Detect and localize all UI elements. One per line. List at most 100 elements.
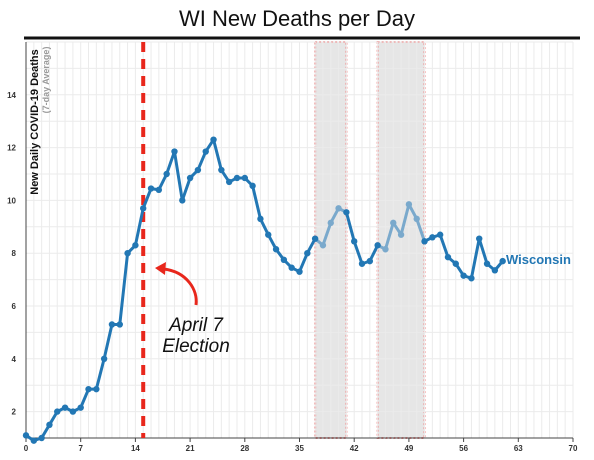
grid bbox=[25, 41, 574, 439]
data-point-55 bbox=[452, 260, 459, 267]
data-point-9 bbox=[93, 385, 100, 393]
data-point-56 bbox=[460, 272, 467, 279]
data-point-48 bbox=[397, 231, 405, 238]
data-point-58 bbox=[476, 235, 483, 242]
series-segment-29 bbox=[251, 184, 262, 221]
data-point-47 bbox=[390, 219, 397, 227]
series-segment-57 bbox=[469, 237, 481, 280]
series-segment-20 bbox=[180, 176, 192, 202]
x-tick-label-42: 42 bbox=[350, 444, 359, 453]
data-point-1 bbox=[30, 437, 38, 444]
x-tick-label-49: 49 bbox=[404, 444, 413, 453]
data-point-50 bbox=[413, 215, 420, 223]
axes: 0 7 14 21 28 35 42 49 56 63 70 2 4 6 8 10 12 14 bbox=[7, 42, 578, 453]
data-point-10 bbox=[100, 355, 108, 362]
annotation-arrow bbox=[163, 267, 198, 306]
data-point-7 bbox=[77, 404, 84, 411]
data-point-53 bbox=[436, 231, 444, 238]
x-tick-label-70: 70 bbox=[569, 444, 578, 453]
data-point-57 bbox=[468, 275, 475, 282]
data-point-13 bbox=[124, 250, 131, 257]
series-segment-42 bbox=[352, 239, 364, 266]
data-point-40 bbox=[335, 205, 342, 212]
series-segment-38 bbox=[321, 221, 333, 247]
data-point-5 bbox=[61, 404, 69, 411]
series-segment-15 bbox=[141, 187, 153, 210]
data-point-60 bbox=[491, 267, 499, 274]
data-point-27 bbox=[233, 174, 241, 182]
y-tick-label-6: 6 bbox=[12, 302, 17, 311]
data-point-34 bbox=[288, 264, 295, 271]
data-point-37 bbox=[311, 235, 319, 242]
y-axis-label: New Daily COVID-19 Deaths bbox=[29, 49, 41, 195]
y-tick-label-4: 4 bbox=[12, 355, 17, 364]
series-segment-7 bbox=[79, 387, 91, 410]
data-point-15 bbox=[140, 205, 147, 212]
data-point-2 bbox=[38, 434, 45, 442]
series-segment-14 bbox=[133, 206, 145, 247]
data-point-22 bbox=[194, 166, 202, 174]
x-tick-label-14: 14 bbox=[131, 444, 140, 453]
x-tick-label-63: 63 bbox=[514, 444, 523, 453]
x-tick-label-21: 21 bbox=[186, 444, 195, 453]
data-point-25 bbox=[218, 166, 225, 174]
series-segment-41 bbox=[344, 210, 356, 243]
y-tick-label-14: 14 bbox=[7, 91, 16, 100]
data-point-30 bbox=[257, 215, 264, 223]
data-point-51 bbox=[421, 238, 428, 245]
series-segment-46 bbox=[383, 221, 395, 251]
annotation-line-2: Election bbox=[162, 336, 230, 357]
data-point-21 bbox=[186, 174, 194, 182]
x-tick-label-56: 56 bbox=[459, 444, 468, 453]
data-point-8 bbox=[85, 385, 92, 393]
data-point-23 bbox=[202, 148, 209, 155]
series-segment-58 bbox=[477, 237, 489, 266]
data-point-18 bbox=[163, 170, 170, 178]
data-point-41 bbox=[343, 209, 350, 216]
series-segment-48 bbox=[399, 202, 411, 237]
data-point-32 bbox=[272, 246, 280, 253]
x-tick-label-0: 0 bbox=[24, 444, 29, 453]
data-point-46 bbox=[382, 246, 389, 253]
data-point-14 bbox=[132, 242, 139, 249]
data-point-42 bbox=[351, 238, 358, 245]
data-point-45 bbox=[374, 242, 381, 249]
data-point-59 bbox=[483, 260, 491, 267]
y-tick-label-10: 10 bbox=[7, 196, 16, 205]
data-point-16 bbox=[147, 185, 155, 192]
series-segment-18 bbox=[165, 150, 176, 176]
x-tick-label-7: 7 bbox=[78, 444, 83, 453]
x-tick-label-35: 35 bbox=[295, 444, 304, 453]
data-point-6 bbox=[69, 408, 77, 415]
data-point-29 bbox=[249, 182, 256, 190]
data-point-35 bbox=[296, 268, 303, 275]
data-point-44 bbox=[366, 257, 374, 265]
data-point-26 bbox=[225, 178, 233, 186]
data-point-11 bbox=[108, 321, 116, 328]
data-point-3 bbox=[46, 421, 53, 428]
data-point-19 bbox=[171, 148, 178, 155]
data-point-24 bbox=[210, 136, 217, 143]
series-segment-53 bbox=[438, 233, 450, 259]
data-point-36 bbox=[304, 250, 311, 257]
series-segment-19 bbox=[172, 150, 184, 202]
series-wisconsin bbox=[22, 136, 506, 444]
series-segment-50 bbox=[415, 217, 427, 243]
series-label-wisconsin: Wisconsin bbox=[506, 252, 571, 267]
data-point-39 bbox=[327, 219, 334, 227]
data-point-12 bbox=[116, 321, 123, 328]
annotation-line-1: April 7 bbox=[168, 315, 224, 336]
series-segment-9 bbox=[94, 357, 106, 391]
y-axis-sublabel: (7-day Average) bbox=[41, 47, 51, 114]
series-segment-12 bbox=[118, 251, 130, 326]
data-point-52 bbox=[429, 234, 436, 241]
series-segment-35 bbox=[298, 251, 309, 274]
chart-title: WI New Deaths per Day bbox=[179, 6, 415, 31]
data-point-61 bbox=[499, 257, 506, 265]
data-point-28 bbox=[241, 174, 248, 182]
y-tick-label-2: 2 bbox=[12, 408, 17, 417]
x-tick-label-28: 28 bbox=[240, 444, 249, 453]
data-point-49 bbox=[405, 201, 413, 208]
series-segment-24 bbox=[212, 138, 223, 172]
